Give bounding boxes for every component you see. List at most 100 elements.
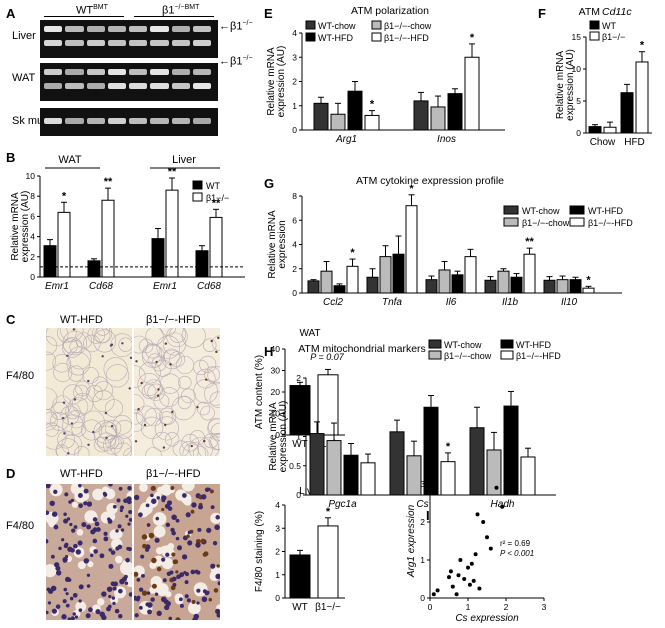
chart-title-f: ATM [579,6,600,18]
x-tick-label-F: Chow [590,137,616,148]
legend-label-e: β1−/−-chow [384,21,432,31]
bar-H-0-1 [327,441,341,495]
y-tick-label-D: 0 [275,593,280,603]
y-tick-label-i: 0 [420,593,425,603]
x-tick-label-G: Tnfa [382,297,402,308]
scatter-point [476,512,480,516]
legend-swatch-g [570,218,584,226]
x-tick-label-B: Emr1 [153,281,177,292]
y-tick-label-F: 0 [576,128,581,138]
legend-swatch-f [590,32,599,40]
x-tick-label-i: 0 [428,602,433,612]
x-tick-label-G: Il10 [561,297,578,308]
scatter-point [449,569,453,573]
bar-E-1-3 [465,57,479,130]
bar-E-1-1 [431,107,445,130]
bar-H-1-2 [424,407,438,495]
y-tick-label-G: 6 [292,215,297,225]
legend-label-e: WT-HFD [318,33,353,43]
y-tick-label-F: 15 [572,32,582,42]
bar-G-4-3 [583,288,594,293]
scatter-point [447,575,451,579]
legend-swatch-h [429,340,441,348]
bar-G-3-2 [511,277,522,293]
x-tick-label-D: WT [292,602,308,613]
y-tick-label-E: 2 [292,77,297,87]
bar-D-0-0 [290,555,310,598]
stat-p: P < 0.001 [500,549,534,558]
bar-E-0-1 [331,114,345,130]
legend-label-b: β1−/− [206,193,229,203]
y-tick-label-E: 3 [292,52,297,62]
x-tick-label-E: Arg1 [335,134,357,145]
scatter-point [485,535,489,539]
y-axis-label-i: Arg1 expression [406,504,417,578]
scatter-point [432,592,436,596]
y-tick-label-G: 2 [292,264,297,274]
bar-F-0-1 [604,127,616,133]
scatter-point [474,552,478,556]
legend-swatch-e [306,33,315,41]
legend-label-b: WT [206,181,220,191]
scatter-point [436,588,440,592]
x-tick-label-i: 2 [504,602,509,612]
y-tick-label-C: 40 [271,344,281,354]
bar-B-2-0 [152,239,164,277]
y-tick-label-H: 1.5 [289,402,301,412]
legend-swatch-g [504,218,518,226]
x-tick-label-B: Emr1 [45,281,69,292]
bar-G-0-3 [347,266,358,293]
scatter-point [466,566,470,570]
y-tick-label-B: 6 [30,211,35,221]
sig-marker-E: * [370,99,375,111]
legend-swatch-e [372,21,381,29]
x-tick-label-G: Il1b [502,297,519,308]
bar-G-4-0 [544,280,555,293]
legend-label-g: WT-HFD [588,206,623,216]
y-tick-label-E: 1 [292,101,297,111]
legend-swatch-h [501,340,513,348]
y-tick-label-B: 2 [30,252,35,262]
sig-marker-G: ** [525,236,534,248]
chart-title-g: ATM cytokine expression profile [356,175,504,187]
y-tick-label-G: 0 [292,288,297,298]
x-tick-label-B: Cd68 [197,281,221,292]
y-axis-label-H: expression (AU) [278,401,289,473]
y-tick-label-E: 0 [292,125,297,135]
y-tick-label-B: 10 [26,171,36,181]
bar-B-1-0 [88,261,100,277]
legend-label-h: WT-HFD [516,340,551,350]
legend-swatch-f [590,21,599,29]
scatter-point [489,547,493,551]
bar-H-2-2 [504,406,518,495]
y-tick-label-D: 2 [275,547,280,557]
legend-swatch-b [193,181,202,189]
x-axis-label-i: Cs expression [455,613,519,624]
sig-marker-G: * [350,247,355,259]
y-axis-label-E: expression (AU) [276,46,287,118]
bar-G-1-1 [380,257,391,293]
scatter-point [458,558,462,562]
bar-F-1-1 [636,62,648,133]
bar-G-0-0 [308,281,319,293]
sig-marker-G: * [586,274,591,286]
x-tick-label-G: Il6 [446,297,457,308]
legend-label-e: WT-chow [318,21,356,31]
y-tick-label-E: 4 [292,28,297,38]
bar-G-3-0 [485,280,496,293]
bar-H-1-3 [441,462,455,495]
y-tick-label-H: 1 [296,432,301,442]
chart-title-h: ATM mitochondrial markers [298,343,426,355]
bar-H-2-3 [521,457,535,495]
sig-marker-E: * [470,32,475,44]
scatter-point [470,562,474,566]
legend-label-h: β1−/−-chow [444,351,492,361]
y-tick-label-H: 0 [296,490,301,500]
y-tick-label-F: 5 [576,96,581,106]
legend-swatch-e [372,33,381,41]
group-label-liver: Liver [172,154,196,166]
bar-D-1-0 [318,526,338,598]
bar-H-0-0 [310,434,324,495]
legend-swatch-h [429,351,441,359]
y-tick-label-G: 4 [292,240,297,250]
